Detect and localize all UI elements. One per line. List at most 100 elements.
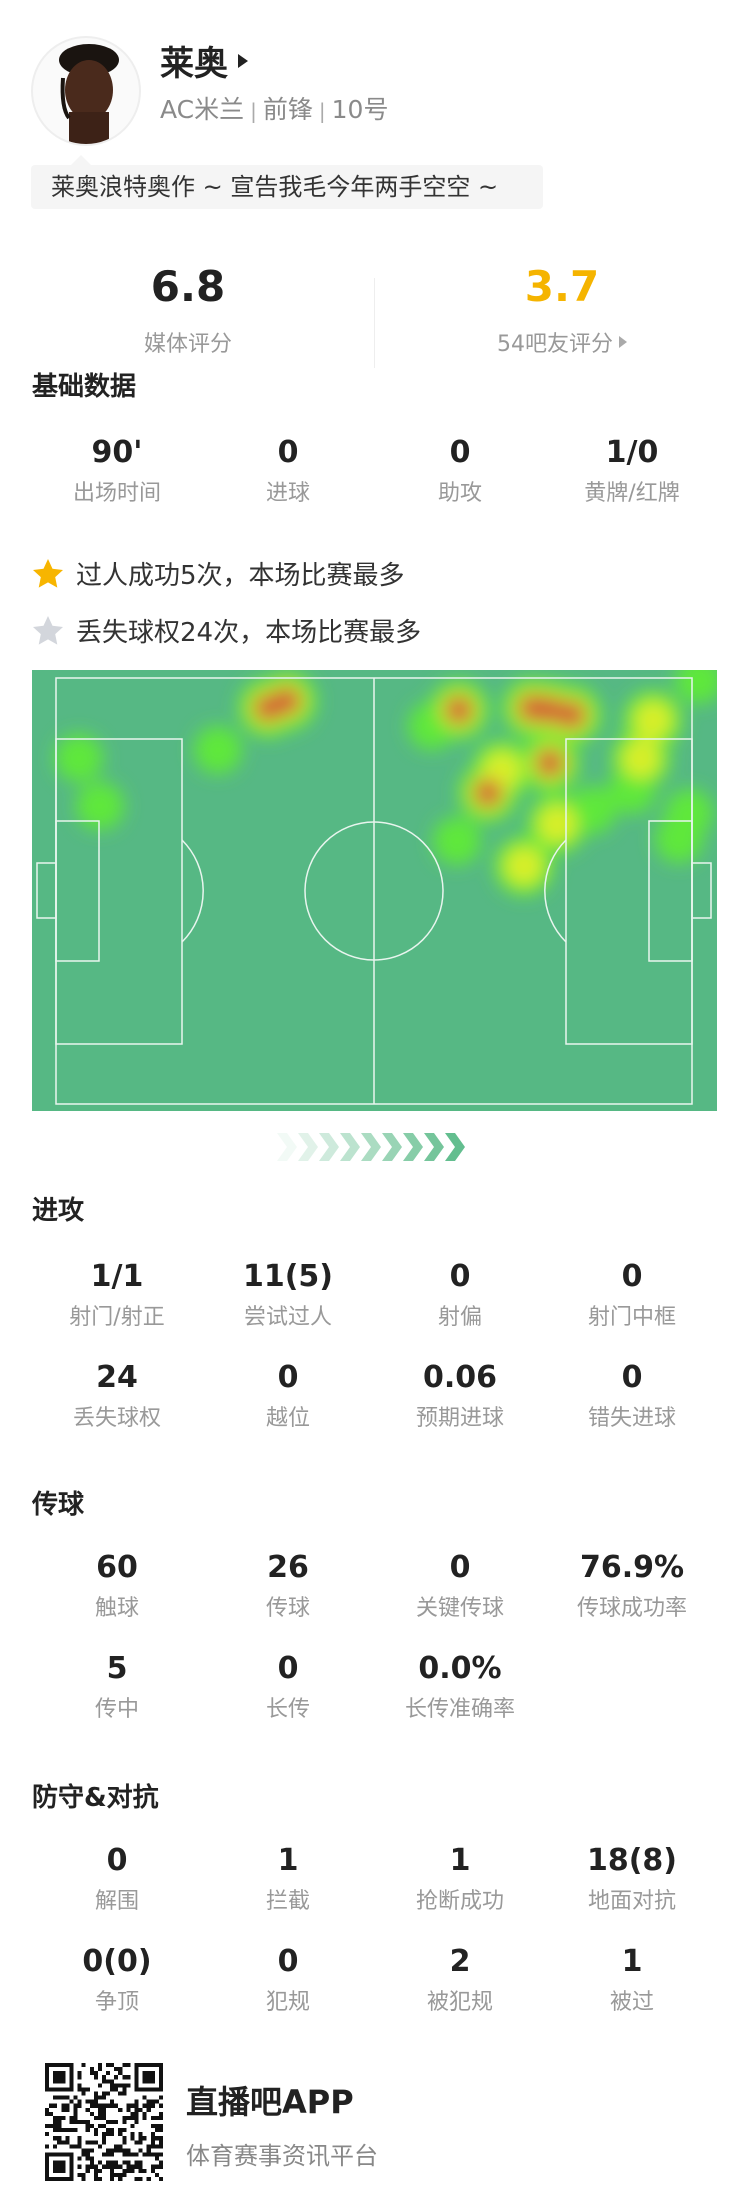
stat-value: 5 (106, 1651, 128, 1686)
stat-label: 尝试过人 (243, 1305, 332, 1330)
highlight-text: 丢失球权24次，本场比赛最多 (76, 618, 422, 648)
stat-item: 90' 出场时间 (31, 435, 203, 507)
heatmap-pitch (32, 670, 717, 1111)
app-name: 直播吧APP (186, 2083, 354, 2121)
chevron-right-icon (382, 1133, 402, 1161)
stat-label: 关键传球 (415, 1596, 504, 1621)
stat-label: 射门中框 (587, 1305, 676, 1330)
player-avatar[interactable] (31, 36, 141, 146)
section-title-passing: 传球 (32, 1490, 85, 1520)
stat-item: 0 关键传球 (374, 1550, 546, 1622)
chevron-right-icon (445, 1133, 465, 1161)
stat-value: 90' (91, 435, 143, 470)
heat-spot (568, 786, 616, 834)
stat-label: 解围 (94, 1889, 139, 1914)
heat-spot (537, 804, 577, 844)
stat-label: 抢断成功 (415, 1889, 504, 1914)
stat-label: 被犯规 (426, 1990, 493, 2015)
heat-spot (445, 696, 473, 724)
heat-spot (665, 789, 713, 837)
stat-label: 射偏 (437, 1305, 482, 1330)
quote-bubble: 莱奥浪特奥作 ~ 宣告我毛今年两手空空 ~ (31, 155, 543, 209)
stat-item: 0.06 预期进球 (374, 1360, 546, 1432)
stat-value: 0 (277, 1944, 299, 1979)
stat-label: 犯规 (265, 1990, 310, 2015)
stat-item: 26 传球 (202, 1550, 374, 1622)
stat-item: 0.0% 长传准确率 (374, 1651, 546, 1723)
chevron-right-icon (403, 1133, 423, 1161)
heat-spot (621, 739, 661, 779)
stat-item: 1/1 射门/射正 (31, 1259, 203, 1331)
stat-value: 11(5) (242, 1259, 334, 1294)
stat-value: 18(8) (586, 1843, 678, 1878)
stat-label: 长传准确率 (404, 1697, 515, 1722)
position: 前锋 (262, 95, 313, 124)
stat-item: 0 长传 (202, 1651, 374, 1723)
stat-item: 5 传中 (31, 1651, 203, 1723)
stat-label: 出场时间 (72, 481, 161, 506)
stat-item: 18(8) 地面对抗 (546, 1843, 718, 1915)
stat-item: 0 解围 (31, 1843, 203, 1915)
stat-value: 0 (449, 1259, 471, 1294)
stat-label: 传球 (265, 1596, 310, 1621)
stat-item: 1/0 黄牌/红牌 (546, 435, 718, 507)
stat-label: 黄牌/红牌 (584, 481, 680, 506)
media-rating-value: 6.8 (150, 262, 226, 311)
stat-value: 2 (449, 1944, 471, 1979)
section-title-basic: 基础数据 (32, 372, 137, 402)
player-info: AC米兰 | 前锋 | 10号 (160, 90, 388, 126)
heat-spot (55, 734, 103, 782)
stat-item: 0 助攻 (374, 435, 546, 507)
separator: | (250, 99, 257, 123)
star-silver-icon (33, 615, 63, 645)
stat-item: 1 拦截 (202, 1843, 374, 1915)
chevron-right-icon (298, 1133, 318, 1161)
stat-label: 触球 (94, 1596, 139, 1621)
fan-rating-label: 54吧友评分 (497, 332, 613, 357)
player-name-link[interactable]: 莱奥 (160, 36, 248, 85)
heat-spot (633, 700, 673, 740)
stat-label: 越位 (265, 1406, 310, 1431)
stat-value: 1 (449, 1843, 471, 1878)
stat-value: 1 (621, 1944, 643, 1979)
stat-label: 预期进球 (415, 1406, 504, 1431)
stat-value: 0 (277, 1651, 299, 1686)
stat-item: 76.9% 传球成功率 (546, 1550, 718, 1622)
qr-code[interactable] (45, 2063, 163, 2181)
pitch-lines (36, 677, 712, 1105)
stat-value: 1/1 (90, 1259, 144, 1294)
stat-item: 0(0) 争顶 (31, 1944, 203, 2016)
stat-label: 传中 (94, 1697, 139, 1722)
highlight-item: 过人成功5次，本场比赛最多 (30, 555, 405, 592)
stat-item: 0 射偏 (374, 1259, 546, 1331)
stat-label: 长传 (265, 1697, 310, 1722)
stat-value: 0.0% (418, 1651, 502, 1686)
media-rating-label: 媒体评分 (143, 332, 232, 357)
divider (374, 278, 375, 368)
fan-rating-value: 3.7 (524, 262, 600, 311)
quote-text: 莱奥浪特奥作 ~ 宣告我毛今年两手空空 ~ (51, 173, 499, 201)
highlight-item: 丢失球权24次，本场比赛最多 (30, 612, 421, 649)
stat-label: 地面对抗 (587, 1889, 676, 1914)
stat-value: 0 (106, 1843, 128, 1878)
stat-item: 0 错失进球 (546, 1360, 718, 1432)
heat-spot (504, 846, 544, 886)
section-title-attack: 进攻 (32, 1196, 85, 1226)
chevron-right-icon (340, 1133, 360, 1161)
heat-spot (474, 779, 502, 807)
star-gold-icon (33, 558, 63, 588)
stat-label: 助攻 (437, 481, 482, 506)
stat-value: 1 (277, 1843, 299, 1878)
player-photo-icon (59, 44, 119, 144)
heat-spot (518, 694, 546, 722)
stat-item: 0 越位 (202, 1360, 374, 1432)
stat-value: 0(0) (82, 1944, 152, 1979)
stat-label: 被过 (609, 1990, 654, 2015)
stat-value: 26 (267, 1550, 309, 1585)
stat-item: 24 丢失球权 (31, 1360, 203, 1432)
stat-item: 11(5) 尝试过人 (202, 1259, 374, 1331)
team-name: AC米兰 (160, 95, 245, 124)
fan-rating[interactable]: 3.7 54吧友评分 (412, 262, 712, 358)
stat-item: 0 进球 (202, 435, 374, 507)
stat-label: 进球 (265, 481, 310, 506)
